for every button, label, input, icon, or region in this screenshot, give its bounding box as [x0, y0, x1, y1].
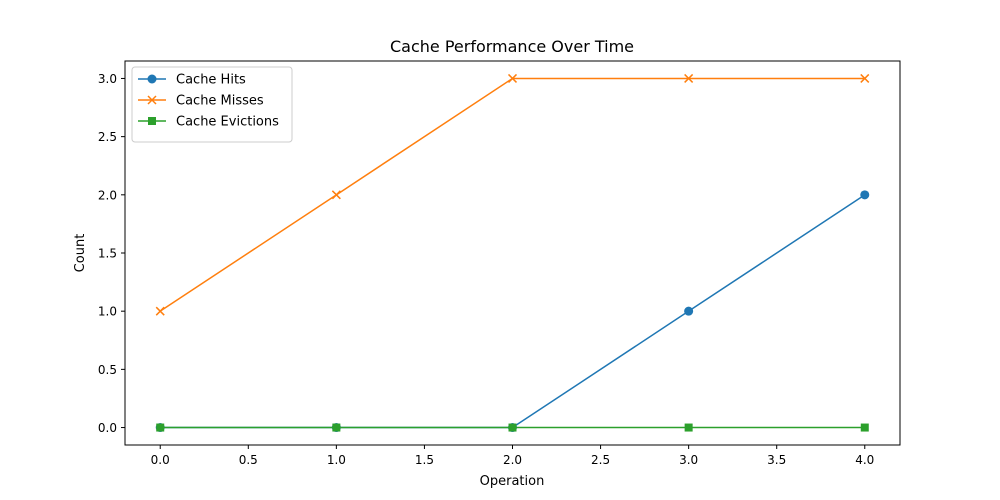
legend-label: Cache Hits [176, 73, 246, 88]
y-tick-label: 0.0 [98, 421, 117, 435]
x-axis-title: Operation [480, 474, 545, 489]
cache-evictions-point [332, 423, 341, 432]
y-tick-label: 2.0 [98, 188, 117, 202]
x-tick-label: 2.0 [503, 453, 522, 467]
cache-evictions-point [860, 423, 869, 432]
chart-title: Cache Performance Over Time [390, 37, 634, 56]
legend-label: Cache Evictions [176, 115, 279, 130]
cache-misses-point [860, 73, 870, 83]
cache-hits-line [160, 194, 866, 429]
legend-item-cache-hits: Cache Hits [138, 73, 246, 88]
legend-item-cache-misses: Cache Misses [138, 94, 264, 109]
legend: Cache Hits Cache Misses Cache Evictions [131, 66, 293, 143]
legend-label: Cache Misses [176, 94, 264, 109]
cache-misses-point [155, 306, 165, 316]
x-tick-label: 0.0 [151, 453, 170, 467]
y-tick-label: 1.0 [98, 305, 117, 319]
cache-misses-point [684, 73, 694, 83]
x-tick-label: 4.0 [855, 453, 874, 467]
cache-hits-point [860, 190, 870, 200]
cache-evictions-point [156, 423, 165, 432]
plot-marks [155, 73, 870, 433]
cache-evictions-point [508, 423, 517, 432]
x-tick-label: 3.5 [767, 453, 786, 467]
cache-misses-point [331, 190, 341, 200]
x-tick-label: 2.5 [591, 453, 610, 467]
x-tick-label: 1.0 [327, 453, 346, 467]
cache-misses-series [155, 73, 870, 316]
cache-evictions-point [684, 423, 693, 432]
legend-cache-evictions-point [148, 117, 156, 125]
y-axis-title: Count [73, 234, 88, 273]
cache-misses-point [507, 73, 518, 83]
legend-item-cache-evictions: Cache Evictions [138, 115, 279, 130]
cache-hits-series [155, 190, 870, 433]
y-axis-ticks: 0.0 0.5 1.0 1.5 2.0 2.5 3.0 [98, 72, 125, 435]
x-tick-label: 3.0 [679, 453, 698, 467]
legend-cache-hits-point [147, 74, 157, 84]
x-tick-label: 1.5 [415, 453, 434, 467]
x-axis-ticks: 0.0 0.5 1.0 1.5 2.0 2.5 3.0 3.5 4.0 [151, 445, 874, 467]
cache-evictions-series [156, 423, 869, 432]
x-tick-label: 0.5 [239, 453, 258, 467]
y-tick-label: 1.5 [98, 247, 117, 261]
legend-cache-misses-point [147, 95, 157, 105]
cache-hits-point [684, 306, 694, 316]
legend-box [131, 66, 293, 143]
y-tick-label: 0.5 [98, 363, 117, 377]
y-tick-label: 2.5 [98, 130, 117, 144]
y-tick-label: 3.0 [98, 72, 117, 86]
